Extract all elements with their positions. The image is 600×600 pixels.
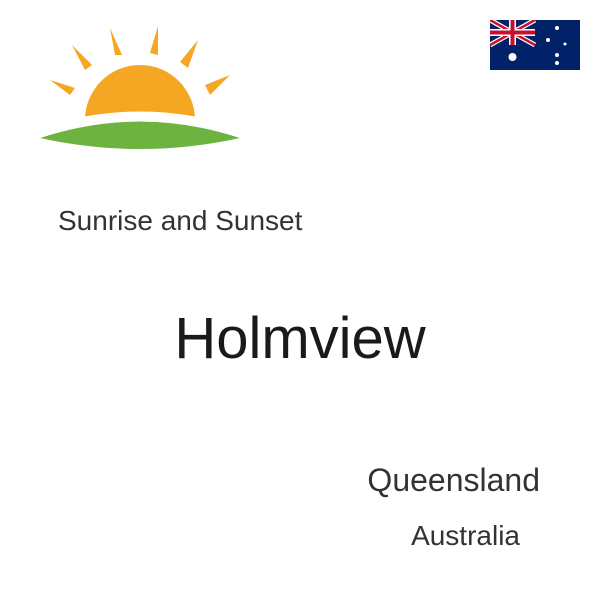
location-title: Holmview (0, 305, 600, 372)
country-text: Australia (411, 520, 520, 552)
subtitle-text: Sunrise and Sunset (58, 205, 302, 237)
sunrise-logo (30, 20, 250, 180)
region-text: Queensland (367, 462, 540, 499)
flag-icon (490, 20, 580, 70)
australia-flag (490, 20, 580, 70)
sunrise-sunset-icon (30, 20, 250, 180)
